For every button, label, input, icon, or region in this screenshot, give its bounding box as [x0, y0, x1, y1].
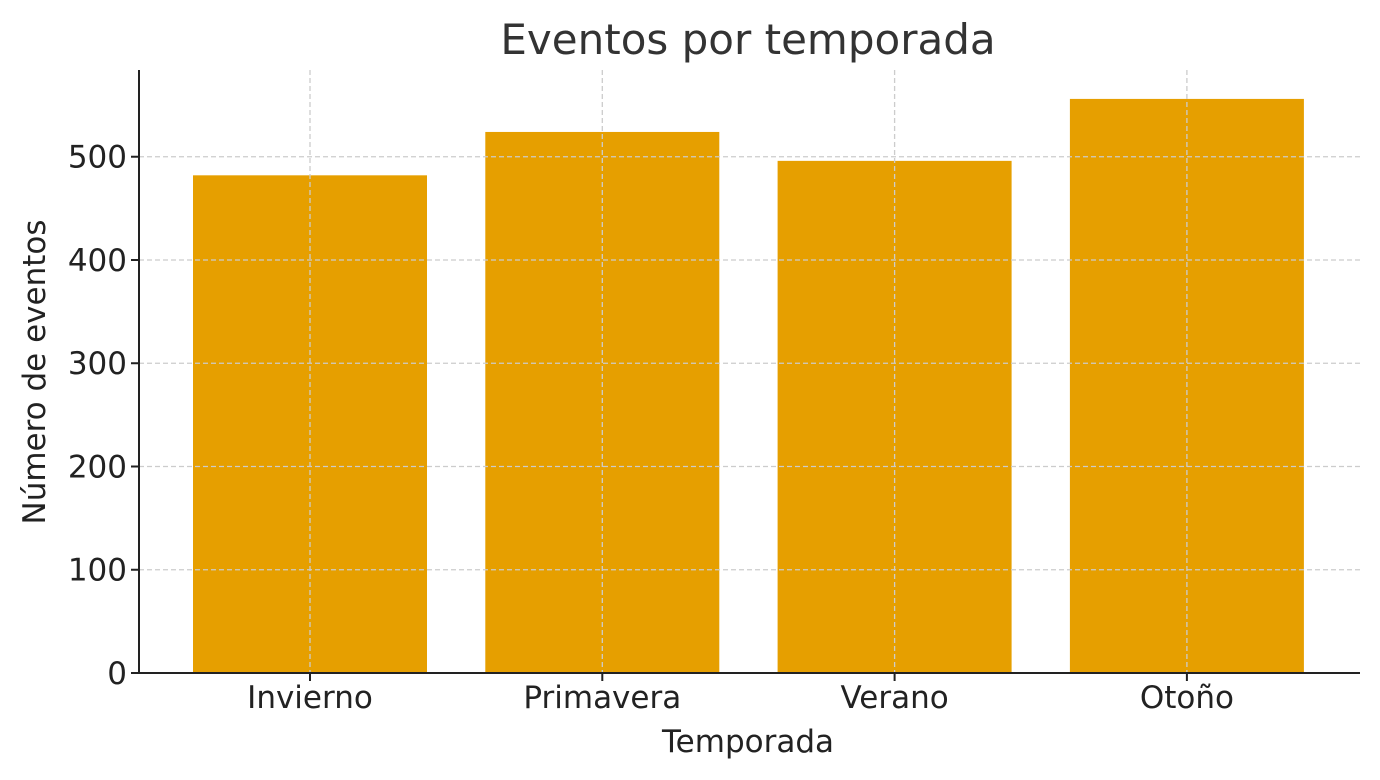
y-tick-label: 500 [68, 140, 127, 176]
y-axis-label: Número de eventos [17, 219, 53, 524]
y-tick-label: 200 [68, 449, 127, 485]
y-tick-label: 0 [107, 656, 127, 692]
chart-title: Eventos por temporada [500, 15, 995, 64]
x-tick-label: Verano [840, 680, 948, 716]
x-tick-label: Primavera [523, 680, 681, 716]
x-tick-label: Invierno [247, 680, 373, 716]
y-tick-label: 300 [68, 346, 127, 382]
y-tick-label: 400 [68, 243, 127, 279]
x-axis-label: Temporada [661, 724, 834, 760]
x-tick-label: Otoño [1140, 680, 1234, 716]
y-tick-label: 100 [68, 553, 127, 589]
